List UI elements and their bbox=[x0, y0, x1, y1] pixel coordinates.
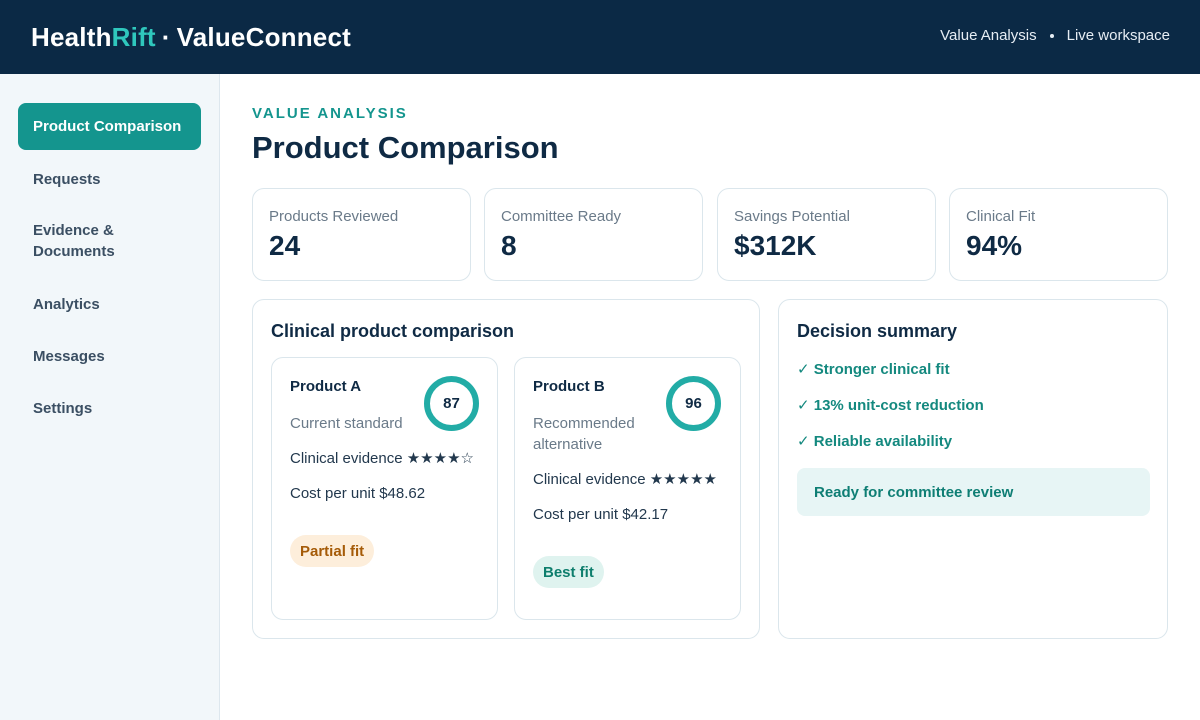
stat-card-committee-ready: Committee Ready 8 bbox=[484, 188, 703, 281]
clinical-evidence-rating: Clinical evidence ★★★★☆ bbox=[290, 450, 474, 467]
page-title: Product Comparison bbox=[252, 130, 559, 165]
decision-summary-panel: Decision summary ✓ Stronger clinical fit… bbox=[778, 299, 1168, 639]
stat-card-savings-potential: Savings Potential $312K bbox=[717, 188, 936, 281]
stat-card-clinical-fit: Clinical Fit 94% bbox=[949, 188, 1168, 281]
sidebar-item-settings[interactable]: Settings bbox=[33, 400, 93, 417]
panel-title: Decision summary bbox=[797, 321, 958, 341]
header-context: Value Analysis Live workspace bbox=[940, 27, 1170, 44]
sidebar-item-analytics[interactable]: Analytics bbox=[33, 296, 100, 313]
stat-label: Clinical Fit bbox=[966, 208, 1036, 225]
stat-card-products-reviewed: Products Reviewed 24 bbox=[252, 188, 471, 281]
sidebar-item-product-comparison[interactable]: Product Comparison bbox=[18, 103, 201, 150]
brand-name-health: Health bbox=[31, 22, 112, 52]
sidebar: Product Comparison Requests Evidence & D… bbox=[0, 74, 220, 720]
header-link-live-workspace[interactable]: Live workspace bbox=[1066, 27, 1170, 44]
summary-point-cost-reduction: ✓ 13% unit-cost reduction bbox=[797, 397, 984, 414]
dot-separator bbox=[1049, 33, 1054, 38]
sidebar-item-requests[interactable]: Requests bbox=[33, 171, 101, 188]
product-card-a[interactable]: Product A 87 Current standard Clinical e… bbox=[271, 357, 498, 620]
summary-point-clinical-fit: ✓ Stronger clinical fit bbox=[797, 361, 950, 378]
comparison-panel: Clinical product comparison Product A 87… bbox=[252, 299, 760, 639]
fit-badge-partial: Partial fit bbox=[290, 535, 375, 567]
score-ring: 87 bbox=[424, 376, 479, 431]
score-ring: 96 bbox=[666, 376, 721, 431]
product-name: Product A bbox=[290, 378, 362, 395]
stat-value: 24 bbox=[269, 230, 301, 261]
panel-title: Clinical product comparison bbox=[271, 321, 515, 341]
app-logo[interactable]: HealthRift · ValueConnect bbox=[31, 22, 351, 53]
page-eyebrow: VALUE ANALYSIS bbox=[252, 105, 408, 122]
product-subtitle: Current standard bbox=[290, 415, 403, 432]
product-subtitle: Recommended alternative bbox=[533, 415, 635, 453]
committee-status-banner: Ready for committee review bbox=[797, 468, 1150, 516]
header-link-value-analysis[interactable]: Value Analysis bbox=[940, 27, 1037, 44]
fit-badge-best: Best fit bbox=[533, 556, 604, 588]
stat-value: $312K bbox=[734, 230, 817, 261]
product-card-b[interactable]: Product B 96 Recommended alternative Cli… bbox=[514, 357, 741, 620]
sidebar-item-evidence-documents[interactable]: Evidence & Documents bbox=[33, 222, 115, 260]
top-bar: HealthRift · ValueConnect Value Analysis L… bbox=[0, 0, 1200, 74]
clinical-evidence-rating: Clinical evidence ★★★★★ bbox=[533, 471, 717, 488]
brand-name-rift: Rift bbox=[111, 22, 156, 52]
summary-point-availability: ✓ Reliable availability bbox=[797, 433, 953, 450]
stat-label: Committee Ready bbox=[501, 208, 622, 225]
stat-value: 8 bbox=[501, 230, 517, 261]
stat-label: Savings Potential bbox=[734, 208, 850, 225]
cost-per-unit: Cost per unit $42.17 bbox=[533, 506, 669, 523]
stat-value: 94% bbox=[966, 230, 1023, 261]
sidebar-item-messages[interactable]: Messages bbox=[33, 348, 105, 365]
cost-per-unit: Cost per unit $48.62 bbox=[290, 485, 426, 502]
brand-product-name: ValueConnect bbox=[176, 22, 351, 52]
stat-label: Products Reviewed bbox=[269, 208, 399, 225]
brand-separator: · bbox=[161, 22, 171, 52]
product-name: Product B bbox=[533, 378, 605, 395]
